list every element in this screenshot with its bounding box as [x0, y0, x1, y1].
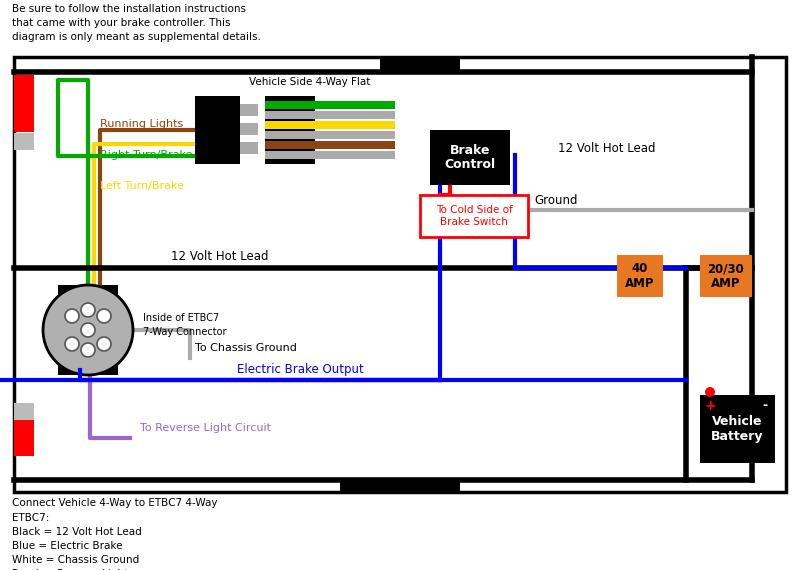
Text: Connect Vehicle 4-Way to ETBC7 4-Way: Connect Vehicle 4-Way to ETBC7 4-Way — [12, 498, 218, 508]
Bar — [265, 101, 395, 109]
Bar — [700, 255, 752, 297]
Bar — [380, 57, 460, 70]
Text: To Reverse Light Circuit: To Reverse Light Circuit — [140, 423, 271, 433]
Bar — [240, 142, 258, 154]
Bar — [340, 479, 460, 492]
Text: 12 Volt Hot Lead: 12 Volt Hot Lead — [171, 250, 269, 263]
Bar — [265, 121, 395, 129]
Text: +: + — [704, 399, 716, 413]
Circle shape — [705, 387, 715, 397]
Bar — [240, 104, 258, 116]
Bar — [14, 413, 34, 456]
Text: Vehicle Side 4-Way Flat: Vehicle Side 4-Way Flat — [250, 77, 370, 87]
Bar — [430, 130, 510, 185]
Bar — [195, 96, 240, 164]
Text: To Chassis Ground: To Chassis Ground — [195, 343, 297, 353]
Text: Electric Brake Output: Electric Brake Output — [237, 364, 363, 377]
Bar — [58, 285, 118, 375]
Bar — [240, 123, 258, 135]
Text: Be sure to follow the installation instructions
that came with your brake contro: Be sure to follow the installation instr… — [12, 4, 261, 42]
Text: Vehicle
Battery: Vehicle Battery — [711, 415, 764, 443]
Bar — [617, 255, 663, 297]
Text: ETBC7:
Black = 12 Volt Hot Lead
Blue = Electric Brake
White = Chassis Ground
Pur: ETBC7: Black = 12 Volt Hot Lead Blue = E… — [12, 513, 142, 570]
Circle shape — [65, 337, 79, 351]
Text: Inside of ETBC7
7-Way Connector: Inside of ETBC7 7-Way Connector — [143, 314, 226, 337]
Circle shape — [65, 309, 79, 323]
Bar — [14, 57, 786, 492]
Text: Left Turn/Brake: Left Turn/Brake — [100, 181, 184, 191]
Circle shape — [81, 323, 95, 337]
Text: Ground: Ground — [534, 193, 578, 206]
Bar — [265, 151, 395, 159]
Bar — [700, 395, 775, 463]
Bar — [14, 403, 34, 420]
Circle shape — [81, 343, 95, 357]
Circle shape — [81, 303, 95, 317]
Bar — [14, 75, 34, 132]
Bar — [265, 131, 395, 139]
Text: Right Turn/Brake: Right Turn/Brake — [100, 150, 193, 160]
Circle shape — [97, 337, 111, 351]
Text: -: - — [762, 399, 767, 412]
Bar — [265, 141, 395, 149]
Circle shape — [43, 285, 133, 375]
Text: Brake
Control: Brake Control — [445, 144, 495, 172]
Text: To Cold Side of
Brake Switch: To Cold Side of Brake Switch — [436, 205, 512, 227]
Text: Running Lights: Running Lights — [100, 119, 183, 129]
Bar — [420, 195, 528, 237]
Circle shape — [97, 309, 111, 323]
Bar — [265, 111, 395, 119]
Text: 40
AMP: 40 AMP — [626, 262, 654, 290]
Bar — [14, 133, 34, 150]
Text: 20/30
AMP: 20/30 AMP — [708, 262, 744, 290]
Text: 12 Volt Hot Lead: 12 Volt Hot Lead — [558, 141, 655, 154]
Bar — [265, 96, 315, 164]
